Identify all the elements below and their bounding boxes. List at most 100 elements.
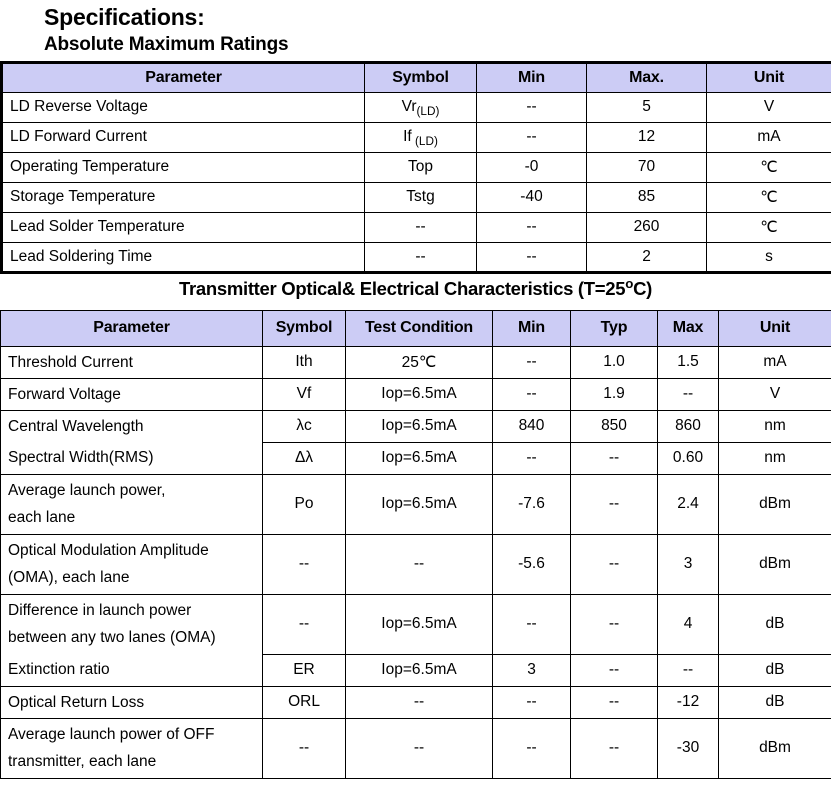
cell-min: -5.6	[493, 534, 571, 594]
cell-symbol: --	[365, 242, 477, 272]
title-text-after: C)	[633, 278, 652, 299]
cell-parameter: Operating Temperature	[2, 152, 365, 182]
cell-min: -40	[477, 182, 587, 212]
cell-unit: ℃	[707, 152, 831, 182]
cell-test-condition: Iop=6.5mA	[346, 654, 493, 686]
cell-symbol: --	[365, 212, 477, 242]
absolute-max-ratings-title: Absolute Maximum Ratings	[44, 34, 831, 56]
cell-max: 70	[587, 152, 707, 182]
cell-typ: --	[571, 594, 658, 654]
cell-min: 840	[493, 410, 571, 442]
column-header-test-condition: Test Condition	[346, 310, 493, 346]
cell-max: 1.5	[658, 346, 719, 378]
table-row: Lead Solder Temperature -- -- 260 ℃	[2, 212, 831, 242]
cell-test-condition: --	[346, 534, 493, 594]
table-row: Optical Modulation Amplitude (OMA), each…	[1, 534, 831, 594]
cell-max: 260	[587, 212, 707, 242]
cell-unit: dBm	[719, 718, 831, 778]
cell-max: 2.4	[658, 474, 719, 534]
cell-max: --	[658, 654, 719, 686]
cell-parameter-line2: transmitter, each lane	[8, 748, 262, 775]
cell-parameter: Average launch power of OFF transmitter,…	[1, 718, 263, 778]
cell-unit: ℃	[707, 182, 831, 212]
cell-max: -30	[658, 718, 719, 778]
cell-parameter-line1: Average launch power of OFF	[8, 721, 262, 748]
degree-symbol: o	[625, 275, 633, 290]
cell-min: --	[493, 594, 571, 654]
absolute-maximum-ratings-table: Parameter Symbol Min Max. Unit LD Revers…	[0, 61, 831, 274]
table-row: Lead Soldering Time -- -- 2 s	[2, 242, 831, 272]
cell-symbol: ORL	[263, 686, 346, 718]
column-header-unit: Unit	[719, 310, 831, 346]
cell-symbol: Δλ	[263, 442, 346, 474]
cell-symbol: Top	[365, 152, 477, 182]
cell-min: --	[477, 122, 587, 152]
table-row: Threshold Current Ith 25℃ -- 1.0 1.5 mA	[1, 346, 831, 378]
symbol-text: If	[403, 128, 412, 145]
cell-typ: --	[571, 718, 658, 778]
column-header-symbol: Symbol	[365, 62, 477, 92]
table-row: Average launch power of OFF transmitter,…	[1, 718, 831, 778]
cell-symbol: --	[263, 718, 346, 778]
cell-symbol: Tstg	[365, 182, 477, 212]
cell-symbol: Po	[263, 474, 346, 534]
cell-max: -12	[658, 686, 719, 718]
cell-parameter: Optical Modulation Amplitude (OMA), each…	[1, 534, 263, 594]
cell-parameter: Extinction ratio	[1, 654, 263, 686]
transmitter-characteristics-table: Parameter Symbol Test Condition Min Typ …	[0, 310, 831, 779]
cell-test-condition: Iop=6.5mA	[346, 594, 493, 654]
cell-unit: dB	[719, 594, 831, 654]
symbol-text: Vr	[402, 98, 417, 115]
cell-max: 12	[587, 122, 707, 152]
cell-unit: ℃	[707, 212, 831, 242]
cell-min: --	[493, 718, 571, 778]
cell-symbol: If (LD)	[365, 122, 477, 152]
cell-typ: --	[571, 442, 658, 474]
cell-parameter: Forward Voltage	[1, 378, 263, 410]
cell-parameter-line2: (OMA), each lane	[8, 564, 262, 591]
cell-max: 5	[587, 92, 707, 122]
cell-parameter-line2: between any two lanes (OMA)	[8, 624, 262, 651]
column-header-parameter: Parameter	[1, 310, 263, 346]
cell-parameter: Storage Temperature	[2, 182, 365, 212]
cell-min: --	[477, 212, 587, 242]
cell-min: --	[477, 242, 587, 272]
table-row: Average launch power, each lane Po Iop=6…	[1, 474, 831, 534]
cell-parameter: LD Reverse Voltage	[2, 92, 365, 122]
cell-min: --	[493, 686, 571, 718]
cell-parameter: LD Forward Current	[2, 122, 365, 152]
cell-min: -0	[477, 152, 587, 182]
cell-unit: dB	[719, 686, 831, 718]
column-header-symbol: Symbol	[263, 310, 346, 346]
column-header-min: Min	[493, 310, 571, 346]
cell-min: --	[493, 346, 571, 378]
symbol-subscript: (LD)	[417, 105, 440, 118]
cell-parameter: Central Wavelength	[1, 410, 263, 442]
cell-parameter-line1: Optical Modulation Amplitude	[8, 537, 262, 564]
table-row: Storage Temperature Tstg -40 85 ℃	[2, 182, 831, 212]
cell-typ: --	[571, 474, 658, 534]
table-row: LD Forward Current If (LD) -- 12 mA	[2, 122, 831, 152]
transmitter-characteristics-title: Transmitter Optical& Electrical Characte…	[0, 278, 831, 300]
column-header-unit: Unit	[707, 62, 831, 92]
cell-parameter-line1: Average launch power,	[8, 477, 262, 504]
table-row: Spectral Width(RMS) Δλ Iop=6.5mA -- -- 0…	[1, 442, 831, 474]
table-row: Extinction ratio ER Iop=6.5mA 3 -- -- dB	[1, 654, 831, 686]
cell-min: --	[493, 442, 571, 474]
cell-symbol: --	[263, 594, 346, 654]
cell-max: --	[658, 378, 719, 410]
cell-test-condition: --	[346, 686, 493, 718]
cell-test-condition: Iop=6.5mA	[346, 474, 493, 534]
cell-typ: 1.9	[571, 378, 658, 410]
cell-parameter: Lead Solder Temperature	[2, 212, 365, 242]
cell-test-condition: --	[346, 718, 493, 778]
cell-unit: dBm	[719, 534, 831, 594]
cell-parameter: Threshold Current	[1, 346, 263, 378]
cell-max: 3	[658, 534, 719, 594]
cell-unit: dB	[719, 654, 831, 686]
table-row: Forward Voltage Vf Iop=6.5mA -- 1.9 -- V	[1, 378, 831, 410]
cell-typ: 1.0	[571, 346, 658, 378]
cell-max: 85	[587, 182, 707, 212]
cell-test-condition: Iop=6.5mA	[346, 378, 493, 410]
cell-typ: --	[571, 654, 658, 686]
